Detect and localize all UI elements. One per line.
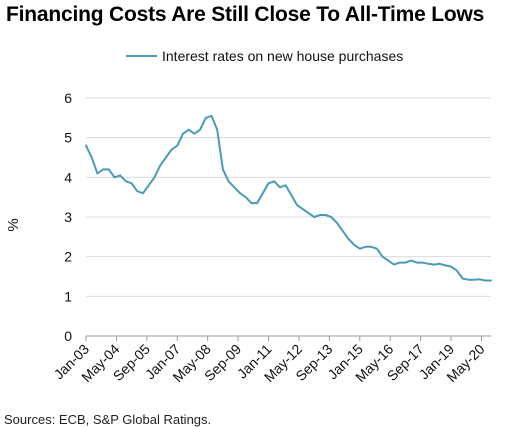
y-tick-label: 2 — [64, 249, 72, 265]
legend: Interest rates on new house purchases — [126, 48, 403, 64]
y-tick-label: 0 — [64, 328, 72, 344]
y-tick-label: 5 — [64, 130, 72, 146]
series-line — [85, 114, 492, 282]
y-tick-label: 1 — [64, 288, 72, 304]
legend-label: Interest rates on new house purchases — [162, 48, 403, 64]
y-tick-label: 3 — [64, 209, 72, 225]
series-layer — [85, 114, 492, 282]
x-axis: Jan-03May-04Sep-05Jan-07May-08Sep-09Jan-… — [51, 335, 491, 385]
chart-title: Financing Costs Are Still Close To All-T… — [6, 3, 485, 26]
y-tick-label: 4 — [64, 169, 72, 185]
y-tick-label: 6 — [64, 90, 72, 106]
y-axis: 0 1 2 3 4 5 6% — [5, 90, 72, 344]
y-axis-title: % — [5, 218, 22, 231]
gridlines — [86, 97, 491, 297]
source-note: Sources: ECB, S&P Global Ratings. — [4, 412, 212, 427]
